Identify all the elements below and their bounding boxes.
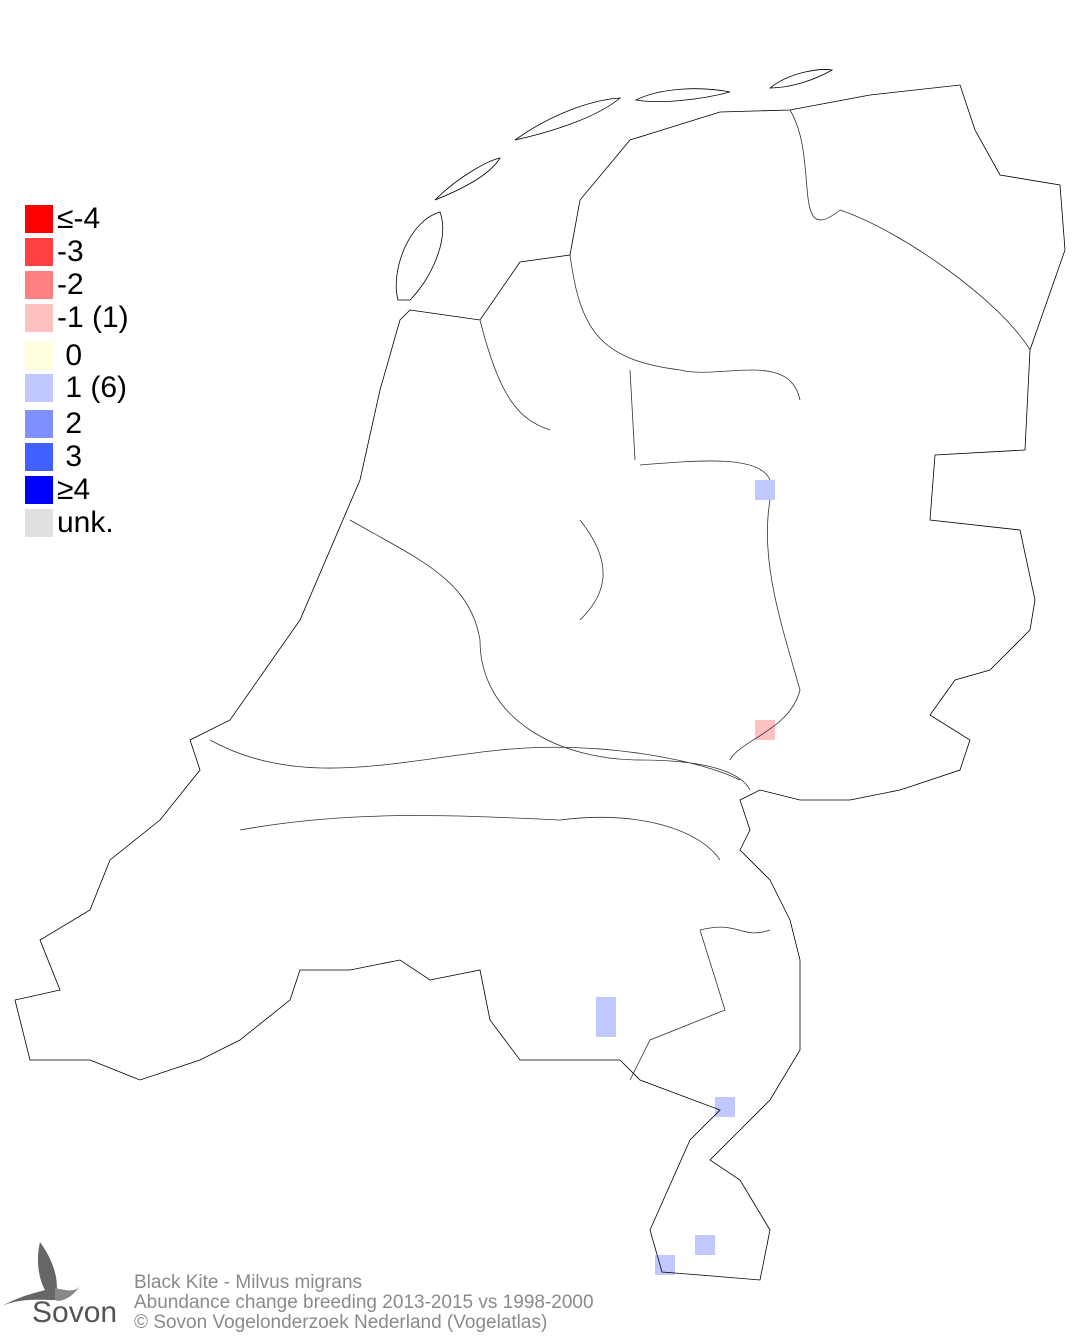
grid-cell-change-1 bbox=[655, 1255, 675, 1275]
legend-swatch bbox=[25, 205, 53, 233]
legend-label: ≥4 bbox=[57, 473, 91, 506]
grid-cell-change-1 bbox=[596, 997, 616, 1037]
island-vlieland bbox=[434, 157, 501, 201]
copyright-text: © Sovon Vogelonderzoek Nederland (Vogela… bbox=[134, 1312, 548, 1333]
grid-cell-change-1 bbox=[755, 480, 775, 500]
legend-swatch bbox=[25, 410, 53, 438]
legend-item: unk. bbox=[25, 506, 114, 539]
legend-swatch bbox=[25, 476, 53, 504]
island-schiermonnikoog bbox=[768, 69, 834, 89]
grid-cell-change-1 bbox=[695, 1235, 715, 1255]
legend-label: -3 bbox=[57, 235, 84, 268]
legend-label: 0 bbox=[57, 339, 83, 372]
legend-label: ≤-4 bbox=[57, 202, 101, 235]
legend-swatch bbox=[25, 509, 53, 537]
legend-label: 1 (6) bbox=[57, 371, 128, 404]
legend-label: 3 bbox=[57, 440, 83, 473]
species-title: Black Kite - Milvus migrans bbox=[134, 1272, 363, 1293]
legend-item: 1 (6) bbox=[25, 371, 128, 404]
legend-swatch bbox=[25, 271, 53, 299]
legend-item: 3 bbox=[25, 440, 83, 473]
legend-label: 2 bbox=[57, 407, 83, 440]
province-borders bbox=[209, 109, 1031, 1081]
map-caption: Black Kite - Milvus migrans Abundance ch… bbox=[134, 1273, 594, 1333]
legend-item: ≥4 bbox=[25, 473, 91, 506]
sovon-logo-swallow-icon bbox=[2, 1242, 80, 1306]
legend-swatch bbox=[25, 238, 53, 266]
country-outline bbox=[14, 84, 1066, 1281]
legend-swatch bbox=[25, 374, 53, 402]
island-ameland bbox=[634, 88, 731, 102]
grid-cell-change--1 bbox=[755, 720, 775, 740]
map-subtitle: Abundance change breeding 2013-2015 vs 1… bbox=[134, 1292, 594, 1313]
legend-swatch bbox=[25, 443, 53, 471]
legend-label: unk. bbox=[57, 506, 114, 539]
grid-cell-change-1 bbox=[715, 1097, 735, 1117]
grid-cells bbox=[596, 480, 775, 1275]
legend-item: -3 bbox=[25, 235, 84, 268]
sovon-logo-text: Sovon bbox=[32, 1296, 118, 1329]
legend-swatch bbox=[25, 342, 53, 370]
legend-item: 0 bbox=[25, 339, 83, 372]
legend-swatch bbox=[25, 304, 53, 332]
legend-item: -2 bbox=[25, 268, 84, 301]
legend-label: -1 (1) bbox=[57, 301, 129, 334]
legend-item: 2 bbox=[25, 407, 83, 440]
island-terschelling bbox=[514, 97, 622, 141]
island-texel bbox=[395, 211, 444, 301]
legend-item: -1 (1) bbox=[25, 301, 129, 334]
legend-label: -2 bbox=[57, 268, 84, 301]
legend-item: ≤-4 bbox=[25, 202, 101, 235]
